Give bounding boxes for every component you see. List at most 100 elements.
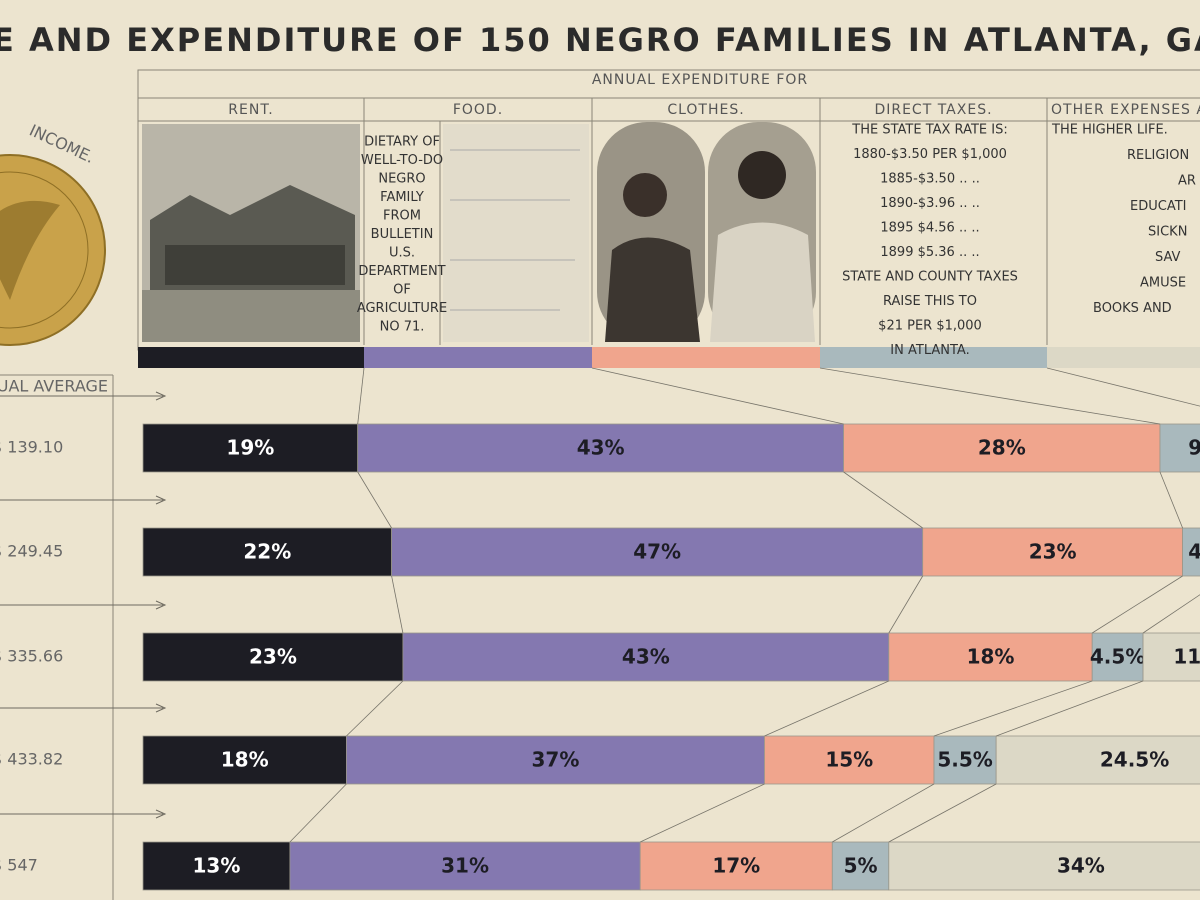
food-panel-text: U.S. [389,246,415,261]
bar-segment [391,527,924,577]
connector [888,575,924,634]
legend-swatch [364,347,592,368]
bar-segment [933,735,997,785]
arrow-head [155,600,167,610]
value-label: 11.5% [1173,645,1200,669]
category-label: $ 547 [0,856,38,875]
taxes-panel-text: 1899 $5.36 .. .. [880,245,979,260]
value-label: 24.5% [1100,748,1169,772]
value-label: 18% [221,748,269,772]
value-label: 13% [193,854,241,878]
bar-segment [357,423,845,473]
food-panel-text: WELL-TO-DO [361,153,443,168]
value-label: 4.5% [1090,645,1145,669]
taxes-panel-text: $21 PER $1,000 [878,319,982,334]
bar-segment [142,735,347,785]
food-panel-text: FROM [383,209,421,224]
value-label: 43% [577,436,625,460]
connector [888,783,997,843]
value-label: 47% [633,540,681,564]
taxes-panel-text: STATE AND COUNTY TAXES [842,270,1018,285]
taxes-panel-text: RAISE THIS TO [883,294,977,309]
category-label: $ 433.82 [0,750,63,769]
legend-swatch [1047,347,1200,368]
value-label: 43% [622,645,670,669]
value-label: 22% [243,540,291,564]
food-panel-text: DEPARTMENT [358,264,445,279]
other-panel-text: AMUSE [1140,276,1186,291]
legend-entry: DIRECT TAXES. [874,102,992,118]
connector [1091,575,1183,634]
connector [843,471,923,529]
legend-entry: RENT. [228,102,273,118]
connector [1142,594,1200,634]
value-label: 34% [1057,854,1105,878]
bar-segment [843,423,1161,473]
other-panel-text: SAV [1155,250,1181,265]
connector [357,367,365,425]
value-label: 23% [249,645,297,669]
category-label: $ 249.45 [0,542,63,561]
bar-segment [639,841,833,891]
food-panel-text: DIETARY OF [364,135,440,150]
connector [764,680,889,737]
other-panel-text: THE HIGHER LIFE. [1051,123,1168,138]
value-label: 31% [441,854,489,878]
arrow-head [155,391,167,401]
legend-entry: OTHER EXPENSES AND [1051,102,1200,118]
house-photo [142,124,360,342]
value-label: 5% [844,854,878,878]
bar-segment [142,841,291,891]
bar-segment [888,632,1093,682]
seal [0,154,106,346]
legend-swatch [138,347,364,368]
connector [996,680,1144,737]
connector [591,367,844,425]
taxes-panel-text: 1885-$3.50 .. .. [880,172,980,187]
arrow-head [155,703,167,713]
category-label: $ 335.66 [0,647,63,666]
bar-segment [1159,423,1200,473]
bar-segment [1142,632,1200,682]
chart-title: E AND EXPENDITURE OF 150 NEGRO FAMILIES … [0,21,1200,59]
value-label: 17% [712,854,760,878]
bar-segment [888,841,1200,891]
value-label: 37% [532,748,580,772]
connector [391,575,404,634]
bar-segment [831,841,890,891]
header-title: ANNUAL EXPENDITURE FOR [592,72,808,88]
other-panel-text: AR [1178,174,1196,189]
food-panel-text: BULLETIN [371,227,434,242]
other-panel-text: SICKN [1148,225,1187,240]
arrow-head [155,495,167,505]
average-label: CTUAL AVERAGE [0,377,108,396]
bar-segment [345,735,765,785]
portrait-photos [597,122,816,342]
taxes-panel-text: 1880-$3.50 PER $1,000 [853,147,1007,162]
food-panel-text: NEGRO [378,172,425,187]
connector [289,783,347,843]
value-label: 18% [967,645,1015,669]
value-label: 23% [1029,540,1077,564]
value-label: 28% [978,436,1026,460]
taxes-panel-text: IN ATLANTA. [890,343,969,358]
value-label: 15% [825,748,873,772]
value-label: 19% [226,436,274,460]
connector [933,680,1093,737]
food-table-image [443,124,589,342]
bar-segment [402,632,890,682]
bar-segment [995,735,1200,785]
arrow-head [155,809,167,819]
connector [832,783,935,843]
connector [819,367,1161,425]
bar-segment [764,735,935,785]
bar-segment [1182,527,1200,577]
connector [1159,471,1183,529]
value-label: 9.9% [1188,436,1200,460]
taxes-panel-text: THE STATE TAX RATE IS: [851,123,1007,138]
connector [1046,367,1200,407]
plot: RENT. FOOD. CLOTHES. DIRECT TAXES. OTHER EXP… [0,102,1200,891]
bar-segment [289,841,641,891]
income-table [0,374,114,900]
taxes-panel-text: 1890-$3.96 .. .. [880,196,980,211]
